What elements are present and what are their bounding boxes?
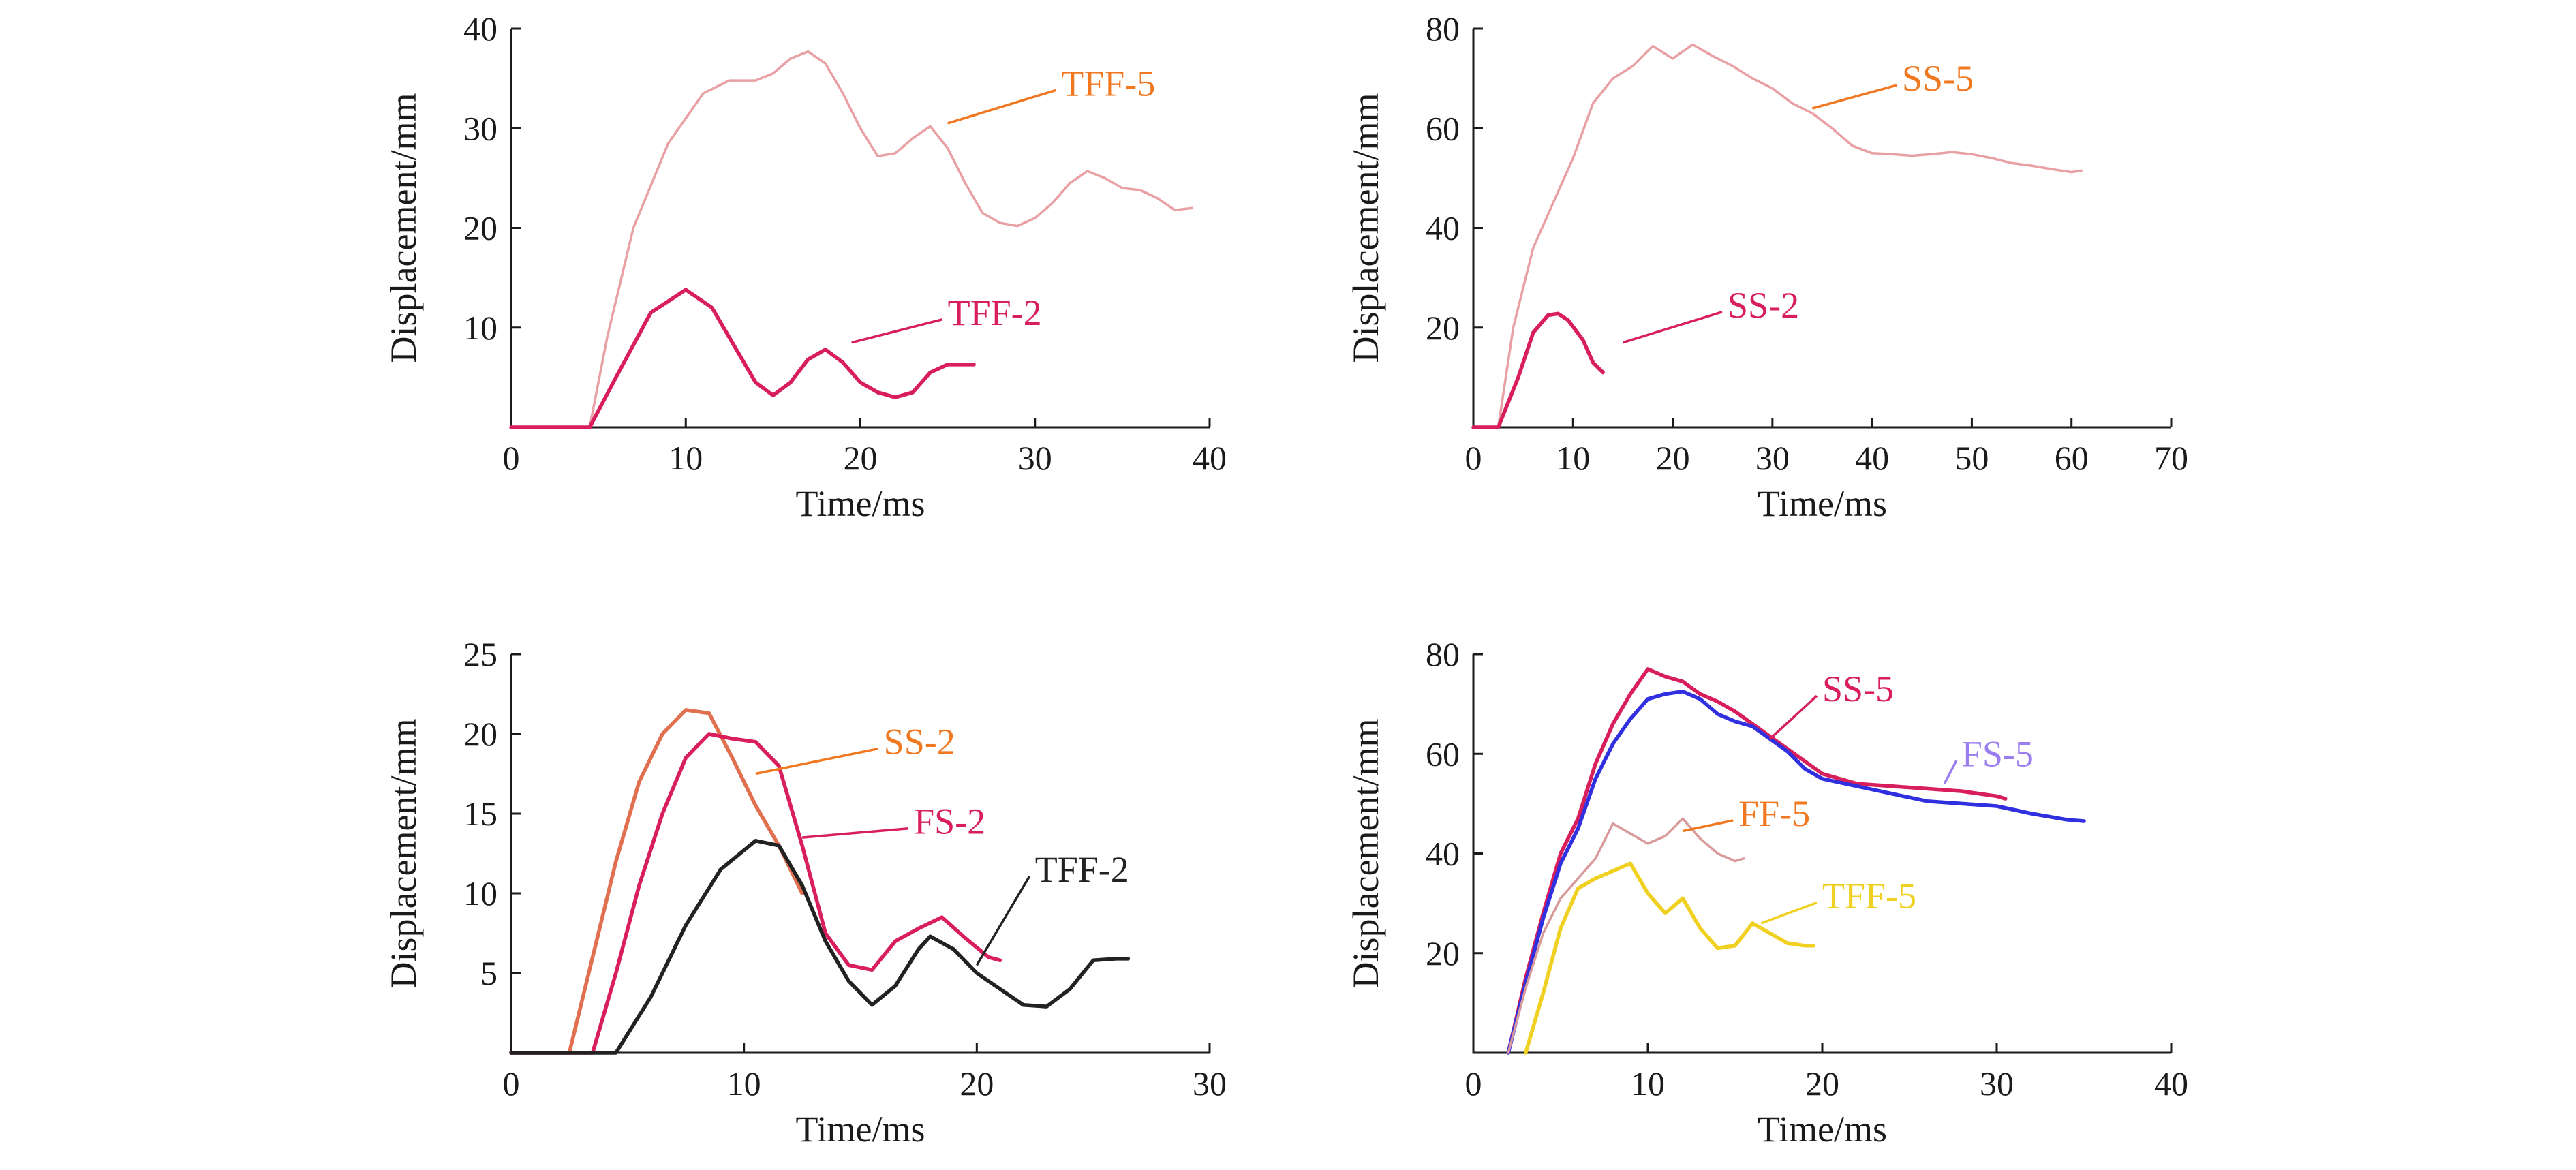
y-tick-label: 20 — [1426, 309, 1460, 347]
panel-top-left: 0 10 20 30 40 10 20 30 40 Time/ms Displacement/mm T… — [383, 10, 1227, 524]
series-line-fs-5 — [1506, 690, 2086, 1055]
x-tick-label: 20 — [844, 439, 878, 477]
y-tick-label: 20 — [463, 715, 497, 753]
x-tick-label: 0 — [503, 439, 520, 477]
y-tick-label: 10 — [463, 309, 497, 347]
annotation-leader — [1811, 84, 1897, 110]
series-line-tff-5 — [1524, 861, 1815, 1055]
x-tick-label: 10 — [1556, 439, 1590, 477]
x-tick-label: 50 — [1954, 439, 1989, 477]
x-tick-label: 0 — [1465, 439, 1482, 477]
series-line-ss-2 — [1471, 311, 1605, 429]
annotation-label: FS-5 — [1962, 733, 2034, 774]
y-axis-label: Displacement/mm — [1345, 93, 1386, 363]
series-line-ss-2 — [509, 708, 804, 1055]
annotation-leader — [1760, 902, 1818, 925]
y-tick-label: 25 — [463, 635, 497, 673]
panel-top-right: 0 10 20 30 40 50 60 70 20 40 60 80 Time/ms Displaceme… — [1345, 10, 2188, 524]
x-tick-label: 30 — [1193, 1064, 1227, 1103]
x-tick-label: 20 — [1805, 1064, 1839, 1103]
x-tick-label: 40 — [1855, 439, 1889, 477]
y-tick-label: 60 — [1426, 735, 1460, 773]
series-line-fs-2 — [509, 732, 1002, 1055]
y-tick-label: 40 — [463, 10, 497, 48]
y-tick-label: 40 — [1426, 835, 1460, 873]
series-line-tff-2 — [509, 288, 976, 429]
x-axis-label: Time/ms — [795, 483, 925, 524]
x-axis-label: Time/ms — [1758, 1109, 1887, 1150]
annotation-leader — [1682, 819, 1734, 833]
annotation-leader — [1769, 694, 1818, 740]
y-tick-label: 10 — [463, 874, 497, 912]
annotation-leader — [801, 827, 909, 839]
annotation-leader — [1943, 760, 1958, 784]
annotation-leader — [851, 318, 943, 344]
panel-bottom-left: 0 10 20 30 5 10 15 20 25 Time/ms Displacement/mm SS… — [383, 635, 1227, 1150]
annotation-leader — [975, 876, 1031, 966]
y-tick-label: 60 — [1426, 109, 1460, 147]
annotation-leader — [755, 747, 879, 775]
x-axis-label: Time/ms — [795, 1109, 925, 1150]
x-tick-label: 40 — [1193, 439, 1227, 477]
annotation-label: SS-2 — [884, 722, 955, 763]
x-tick-label: 0 — [503, 1064, 520, 1103]
annotation-leader — [947, 89, 1056, 125]
y-tick-label: 30 — [463, 109, 497, 147]
y-tick-label: 80 — [1426, 10, 1460, 48]
annotation-label: TFF-5 — [1061, 63, 1155, 104]
series-line-ff-5 — [1507, 817, 1745, 1054]
x-tick-label: 30 — [1018, 439, 1052, 477]
annotation-label: TFF-2 — [1035, 849, 1129, 890]
y-tick-label: 20 — [1426, 934, 1460, 972]
y-axis-label: Displacement/mm — [1345, 719, 1386, 989]
annotation-label: SS-5 — [1822, 668, 1894, 709]
series-line-tff-2 — [509, 839, 1131, 1055]
y-tick-label: 40 — [1426, 209, 1460, 247]
panel-bottom-right: 0 10 20 30 40 20 40 60 80 Time/ms Displacement/mm S… — [1345, 635, 2188, 1150]
x-tick-label: 10 — [669, 439, 703, 477]
y-axis-label: Displacement/mm — [383, 719, 424, 989]
x-tick-label: 10 — [1631, 1064, 1665, 1103]
x-tick-label: 70 — [2154, 439, 2188, 477]
y-axis-label: Displacement/mm — [383, 93, 424, 363]
x-tick-label: 40 — [2154, 1064, 2188, 1103]
y-tick-label: 20 — [463, 209, 497, 247]
axes-frame — [1472, 29, 2171, 429]
annotation-leader — [1622, 311, 1723, 344]
y-tick-label: 15 — [463, 795, 497, 833]
x-tick-label: 20 — [960, 1064, 994, 1103]
annotation-label: SS-2 — [1728, 285, 1799, 326]
series-line-tff-5 — [510, 50, 1194, 429]
annotation-label: TFF-5 — [1822, 876, 1916, 917]
x-axis-label: Time/ms — [1758, 483, 1887, 524]
annotation-label: TFF-2 — [948, 292, 1042, 333]
x-tick-label: 30 — [1980, 1064, 2014, 1103]
x-tick-label: 60 — [2055, 439, 2089, 477]
annotation-label: SS-5 — [1902, 58, 1974, 99]
axes-frame — [1472, 654, 2171, 1054]
x-tick-label: 0 — [1465, 1064, 1482, 1103]
annotation-label: FS-2 — [914, 801, 985, 842]
y-tick-label: 80 — [1426, 635, 1460, 673]
y-tick-label: 5 — [480, 954, 497, 992]
x-tick-label: 30 — [1755, 439, 1790, 477]
series-line-ss-5 — [1506, 667, 2008, 1055]
series-line-ss-5 — [1472, 43, 2083, 429]
x-tick-label: 10 — [727, 1064, 761, 1103]
x-tick-label: 20 — [1656, 439, 1690, 477]
annotation-label: FF-5 — [1738, 793, 1810, 834]
